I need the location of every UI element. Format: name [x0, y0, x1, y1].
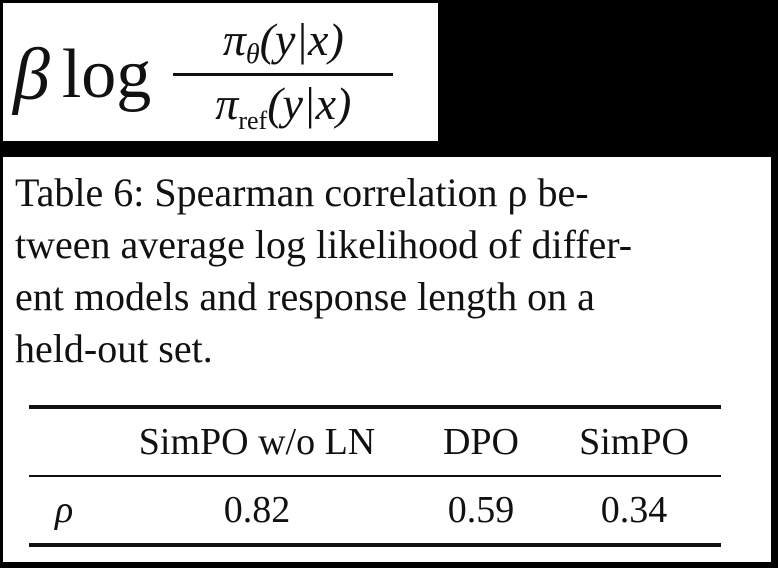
denominator: πref(y|x)	[215, 78, 352, 136]
caption-line: held-out set.	[15, 326, 213, 371]
policy-ratio-fraction: πθ(y|x) πref(y|x)	[173, 13, 394, 136]
beta-log-ratio-formula: β log πθ(y|x) πref(y|x)	[13, 13, 394, 136]
header-cell-dpo: DPO	[442, 421, 520, 463]
fraction-bar	[173, 73, 394, 77]
top-rule	[29, 405, 721, 409]
header-cell-simpo-wo-ln: SimPO w/o LN	[138, 421, 376, 463]
caption-line: Table 6: Spearman correlation ρ be-	[15, 170, 589, 215]
cell-dpo-value: 0.59	[447, 489, 515, 531]
row-label-rho: ρ	[55, 489, 74, 531]
caption-line: ent models and response length on a	[15, 274, 595, 319]
cell-simpo-value: 0.34	[600, 489, 668, 531]
table-header-row: SimPO w/o LN DPO SimPO	[29, 409, 721, 475]
table-row: ρ 0.82 0.59 0.34	[29, 477, 721, 543]
table-panel: Table 6: Spearman correlation ρ be- twee…	[3, 157, 771, 562]
log-operator: log	[61, 36, 152, 113]
numerator-pi: π	[222, 13, 246, 65]
denominator-subscript: ref	[238, 106, 268, 136]
bottom-rule	[29, 543, 721, 547]
beta-symbol: β	[13, 34, 50, 116]
header-cell-simpo: SimPO	[579, 421, 689, 463]
formula-panel: β log πθ(y|x) πref(y|x)	[3, 3, 438, 141]
table-caption: Table 6: Spearman correlation ρ be- twee…	[15, 167, 735, 375]
numerator-argument: (y|x)	[259, 13, 344, 65]
mid-rule	[29, 475, 721, 477]
numerator: πθ(y|x)	[222, 13, 344, 70]
numerator-subscript: θ	[245, 38, 260, 70]
caption-line: tween average log likelihood of differ-	[15, 222, 633, 267]
cell-simpo-wo-ln-value: 0.82	[223, 489, 291, 531]
denominator-argument: (y|x)	[267, 78, 352, 130]
correlation-table: SimPO w/o LN DPO SimPO ρ 0.82 0.59 0.34	[29, 405, 721, 547]
denominator-pi: π	[215, 78, 239, 130]
